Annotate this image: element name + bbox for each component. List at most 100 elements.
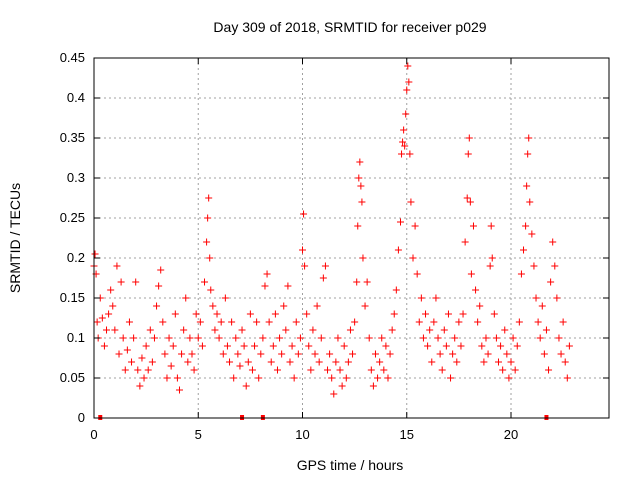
data-point — [388, 326, 396, 334]
data-point — [507, 358, 515, 366]
data-point — [273, 366, 281, 374]
y-tick-label: 0.4 — [67, 90, 85, 105]
data-point — [146, 326, 154, 334]
data-point — [413, 270, 421, 278]
data-point — [376, 358, 384, 366]
data-point — [201, 278, 209, 286]
data-point — [403, 86, 411, 94]
y-tick-label: 0 — [78, 410, 85, 425]
grid-lines — [94, 58, 609, 418]
data-point — [338, 382, 346, 390]
data-point — [440, 326, 448, 334]
data-point — [111, 326, 119, 334]
data-point — [140, 374, 148, 382]
data-point — [503, 350, 511, 358]
data-point — [374, 374, 382, 382]
data-point — [278, 350, 286, 358]
data-point — [153, 302, 161, 310]
data-point — [409, 254, 417, 262]
data-point — [565, 342, 573, 350]
data-point — [236, 362, 244, 370]
data-point — [449, 350, 457, 358]
data-point — [219, 350, 227, 358]
data-point — [253, 318, 261, 326]
data-point — [180, 326, 188, 334]
data-point — [119, 334, 127, 342]
data-point — [478, 342, 486, 350]
data-point — [415, 318, 423, 326]
data-point — [390, 310, 398, 318]
data-point — [463, 194, 471, 202]
data-point — [401, 142, 409, 150]
data-point — [492, 334, 500, 342]
data-point — [497, 342, 505, 350]
data-point — [244, 358, 252, 366]
data-point — [301, 262, 309, 270]
data-point — [436, 350, 444, 358]
data-point — [444, 310, 452, 318]
data-point — [144, 366, 152, 374]
data-point — [469, 222, 477, 230]
data-point — [442, 342, 450, 350]
data-point — [223, 342, 231, 350]
y-axis-title: SRMTID / TECUs — [7, 183, 23, 293]
x-axis-title: GPS time / hours — [297, 457, 404, 473]
data-point — [182, 294, 190, 302]
data-point — [405, 78, 413, 86]
data-point — [136, 382, 144, 390]
data-point — [406, 150, 414, 158]
data-point — [211, 326, 219, 334]
data-point — [358, 198, 366, 206]
data-point — [196, 318, 204, 326]
data-point — [121, 366, 129, 374]
data-point — [184, 358, 192, 366]
data-point — [234, 350, 242, 358]
data-point — [198, 342, 206, 350]
data-point — [517, 270, 525, 278]
data-point — [340, 342, 348, 350]
data-point — [263, 270, 271, 278]
data-point — [261, 282, 269, 290]
data-point — [100, 342, 108, 350]
data-point — [342, 374, 350, 382]
data-point — [563, 374, 571, 382]
data-point — [205, 194, 213, 202]
data-point — [476, 302, 484, 310]
data-point — [240, 342, 248, 350]
data-point — [117, 278, 125, 286]
data-point — [532, 294, 540, 302]
data-point — [315, 358, 323, 366]
data-point — [474, 318, 482, 326]
data-point — [486, 262, 494, 270]
data-point — [523, 182, 531, 190]
data-point — [138, 354, 146, 362]
data-point — [150, 334, 158, 342]
data-point — [303, 310, 311, 318]
data-point — [402, 110, 410, 118]
x-tick-label: 0 — [90, 427, 97, 442]
data-point — [307, 366, 315, 374]
data-point — [125, 318, 133, 326]
x-tick-label: 15 — [400, 427, 414, 442]
data-point — [276, 334, 284, 342]
data-point — [91, 250, 99, 258]
data-point — [398, 150, 406, 158]
data-point — [386, 350, 394, 358]
data-point — [466, 198, 474, 206]
data-point — [169, 342, 177, 350]
y-tick-label: 0.05 — [60, 370, 85, 385]
data-point — [505, 374, 513, 382]
data-point — [294, 350, 302, 358]
data-point — [167, 362, 175, 370]
data-point — [188, 350, 196, 358]
data-point — [419, 334, 427, 342]
data-point — [457, 342, 465, 350]
data-point — [371, 350, 379, 358]
data-point — [534, 318, 542, 326]
data-point — [349, 350, 357, 358]
data-point — [232, 334, 240, 342]
data-point — [499, 366, 507, 374]
data-point — [351, 318, 359, 326]
data-point — [251, 342, 259, 350]
data-point — [317, 334, 325, 342]
